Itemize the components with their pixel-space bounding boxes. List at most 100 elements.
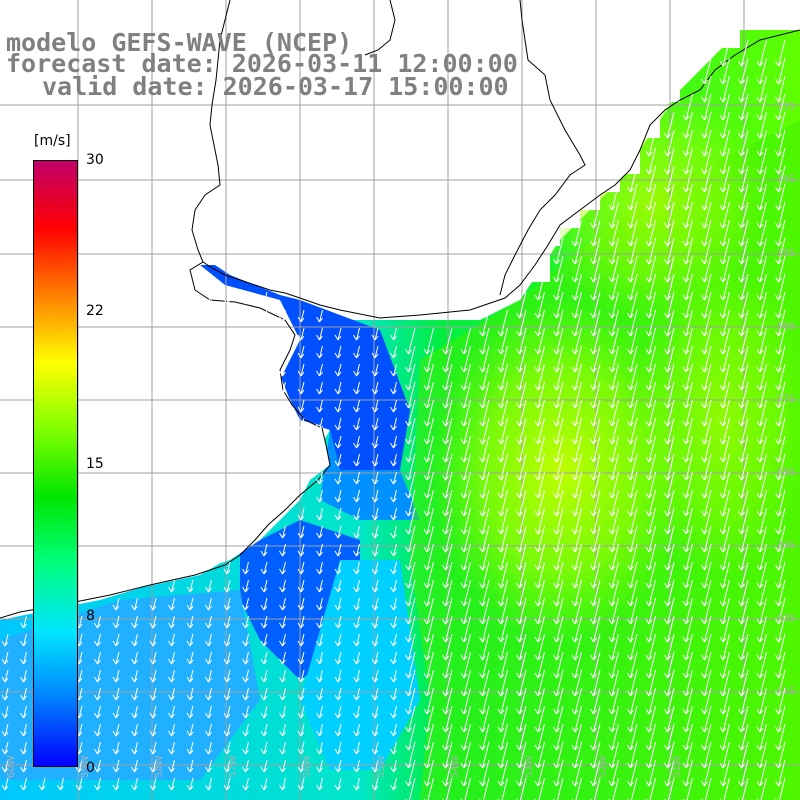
wind-arrow [223, 687, 231, 701]
wind-arrow [94, 705, 101, 719]
wind-arrow [112, 597, 120, 611]
wind-arrow [571, 345, 582, 373]
wind-arrow [497, 615, 508, 643]
wind-arrow [460, 633, 471, 661]
wind-arrow [664, 291, 675, 319]
wind-arrow [738, 147, 749, 175]
wind-arrow [479, 543, 490, 571]
wind-arrow [756, 237, 767, 265]
wind-arrow [460, 399, 471, 427]
wind-arrow [553, 759, 564, 787]
wind-arrow [205, 777, 212, 791]
wind-arrow [756, 507, 767, 535]
wind-arrow [627, 435, 638, 463]
wind-arrow [334, 687, 342, 701]
wind-arrow [682, 471, 693, 499]
wind-arrow [553, 741, 564, 769]
wind-arrow [590, 237, 601, 265]
wind-arrow [590, 507, 601, 535]
wind-arrow [682, 129, 693, 157]
wind-arrow [553, 597, 564, 625]
wind-arrow [423, 615, 434, 643]
wind-arrow [334, 579, 342, 593]
wind-arrow [756, 39, 767, 67]
wind-arrow [608, 723, 619, 751]
wind-arrow [405, 363, 416, 391]
wind-arrow [627, 561, 638, 589]
wind-arrow [223, 579, 231, 593]
wind-arrow [479, 525, 490, 553]
wind-arrow [608, 309, 619, 337]
wind-arrow [701, 417, 712, 445]
wind-arrow [460, 615, 471, 643]
wind-arrow [131, 615, 138, 629]
wind-arrow [534, 435, 545, 463]
wind-arrow [645, 489, 656, 517]
wind-arrow [460, 525, 471, 553]
wind-arrow [390, 363, 397, 377]
wind-arrow [701, 651, 712, 679]
wind-arrow [627, 183, 638, 211]
wind-arrow [534, 453, 545, 481]
wind-arrow [553, 453, 564, 481]
wind-arrow [775, 201, 786, 229]
wind-arrow [390, 345, 397, 359]
wind-arrow [297, 723, 305, 737]
wind-arrow [645, 417, 656, 445]
wind-arrow [442, 381, 453, 409]
wind-arrow [205, 741, 212, 755]
wind-arrow [775, 723, 786, 751]
wind-arrow [590, 471, 601, 499]
wind-arrow [738, 687, 749, 715]
wind-arrow [738, 129, 749, 157]
wind-arrow [719, 183, 730, 211]
wind-arrow [149, 651, 157, 665]
wind-arrow [756, 129, 767, 157]
wind-arrow [664, 561, 675, 589]
wind-arrow [390, 597, 397, 611]
wind-arrow [390, 705, 397, 719]
wind-arrow [516, 759, 527, 787]
wind-arrow [738, 579, 749, 607]
wind-arrow [1, 741, 9, 755]
wind-arrow [205, 759, 212, 773]
wind-arrow [405, 543, 416, 571]
wind-arrow [775, 579, 786, 607]
wind-arrow [390, 741, 397, 755]
wind-arrow [534, 615, 545, 643]
wind-arrow [534, 507, 545, 535]
wind-arrow [664, 507, 675, 535]
wind-arrow [627, 525, 638, 553]
wind-arrow [205, 687, 212, 701]
wind-arrow [205, 705, 212, 719]
wind-arrow [279, 633, 286, 647]
wind-arrow [590, 579, 601, 607]
wind-arrow [497, 507, 508, 535]
wind-arrow [553, 669, 564, 697]
wind-arrow [168, 615, 175, 629]
wind-arrow [682, 507, 693, 535]
wind-arrow [223, 759, 231, 773]
wind-arrow [371, 417, 379, 431]
wind-arrow [645, 705, 656, 733]
wind-arrow [460, 705, 471, 733]
wind-arrow [719, 507, 730, 535]
wind-arrow [316, 525, 323, 539]
wind-arrow [645, 687, 656, 715]
wind-arrow [516, 669, 527, 697]
wind-arrow [719, 723, 730, 751]
wind-arrow [571, 723, 582, 751]
wind-arrow [205, 723, 212, 737]
wind-arrow [645, 597, 656, 625]
wind-arrow [775, 705, 786, 733]
wind-arrow [131, 705, 138, 719]
wind-arrow [627, 327, 638, 355]
wind-arrow [75, 759, 83, 773]
wind-arrow [242, 777, 249, 791]
wind-arrow [590, 705, 601, 733]
wind-arrow [279, 687, 286, 701]
wind-arrow [664, 651, 675, 679]
wind-arrow [701, 201, 712, 229]
wind-arrow [442, 489, 453, 517]
wind-arrow [719, 633, 730, 661]
